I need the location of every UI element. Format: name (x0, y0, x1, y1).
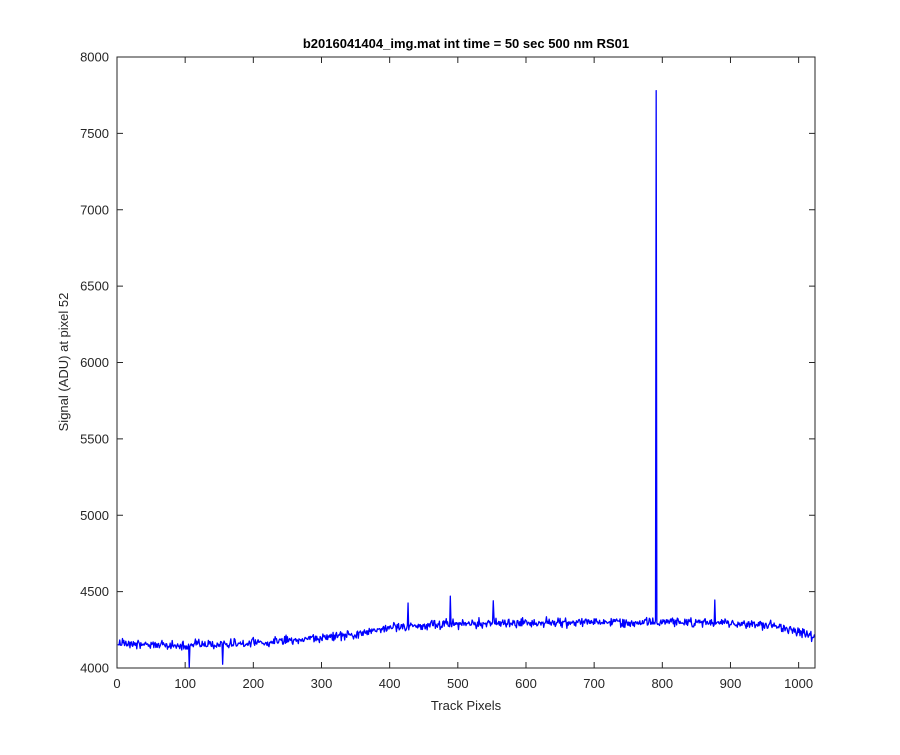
y-tick-label: 7500 (80, 126, 109, 141)
x-tick-label: 700 (583, 676, 605, 691)
y-tick-label: 5500 (80, 431, 109, 446)
x-tick-label: 600 (515, 676, 537, 691)
y-tick-label: 4500 (80, 584, 109, 599)
x-axis-label: Track Pixels (431, 698, 502, 713)
chart-title: b2016041404_img.mat int time = 50 sec 50… (303, 36, 629, 51)
x-tick-label: 800 (651, 676, 673, 691)
y-tick-label: 8000 (80, 50, 109, 65)
x-tick-label: 0 (113, 676, 120, 691)
data-layer (117, 89, 816, 668)
x-tick-label: 200 (242, 676, 264, 691)
y-axis-label: Signal (ADU) at pixel 52 (56, 293, 71, 432)
y-axis-ticks: 4000 4500 5000 5500 6000 6500 7000 7500 8000 (80, 50, 815, 676)
y-tick-label: 5000 (80, 508, 109, 523)
x-axis-ticks: 0 100 200 300 400 500 600 700 800 900 1000 (113, 57, 813, 691)
axes-background (117, 57, 815, 668)
y-tick-label: 7000 (80, 202, 109, 217)
y-tick-label: 6000 (80, 355, 109, 370)
x-tick-label: 300 (311, 676, 333, 691)
x-tick-label: 900 (720, 676, 742, 691)
x-tick-label: 100 (174, 676, 196, 691)
x-tick-label: 400 (379, 676, 401, 691)
x-tick-label: 500 (447, 676, 469, 691)
x-tick-label: 1000 (784, 676, 813, 691)
y-tick-label: 4000 (80, 661, 109, 676)
y-tick-label: 6500 (80, 279, 109, 294)
signal-series-line (117, 89, 816, 668)
